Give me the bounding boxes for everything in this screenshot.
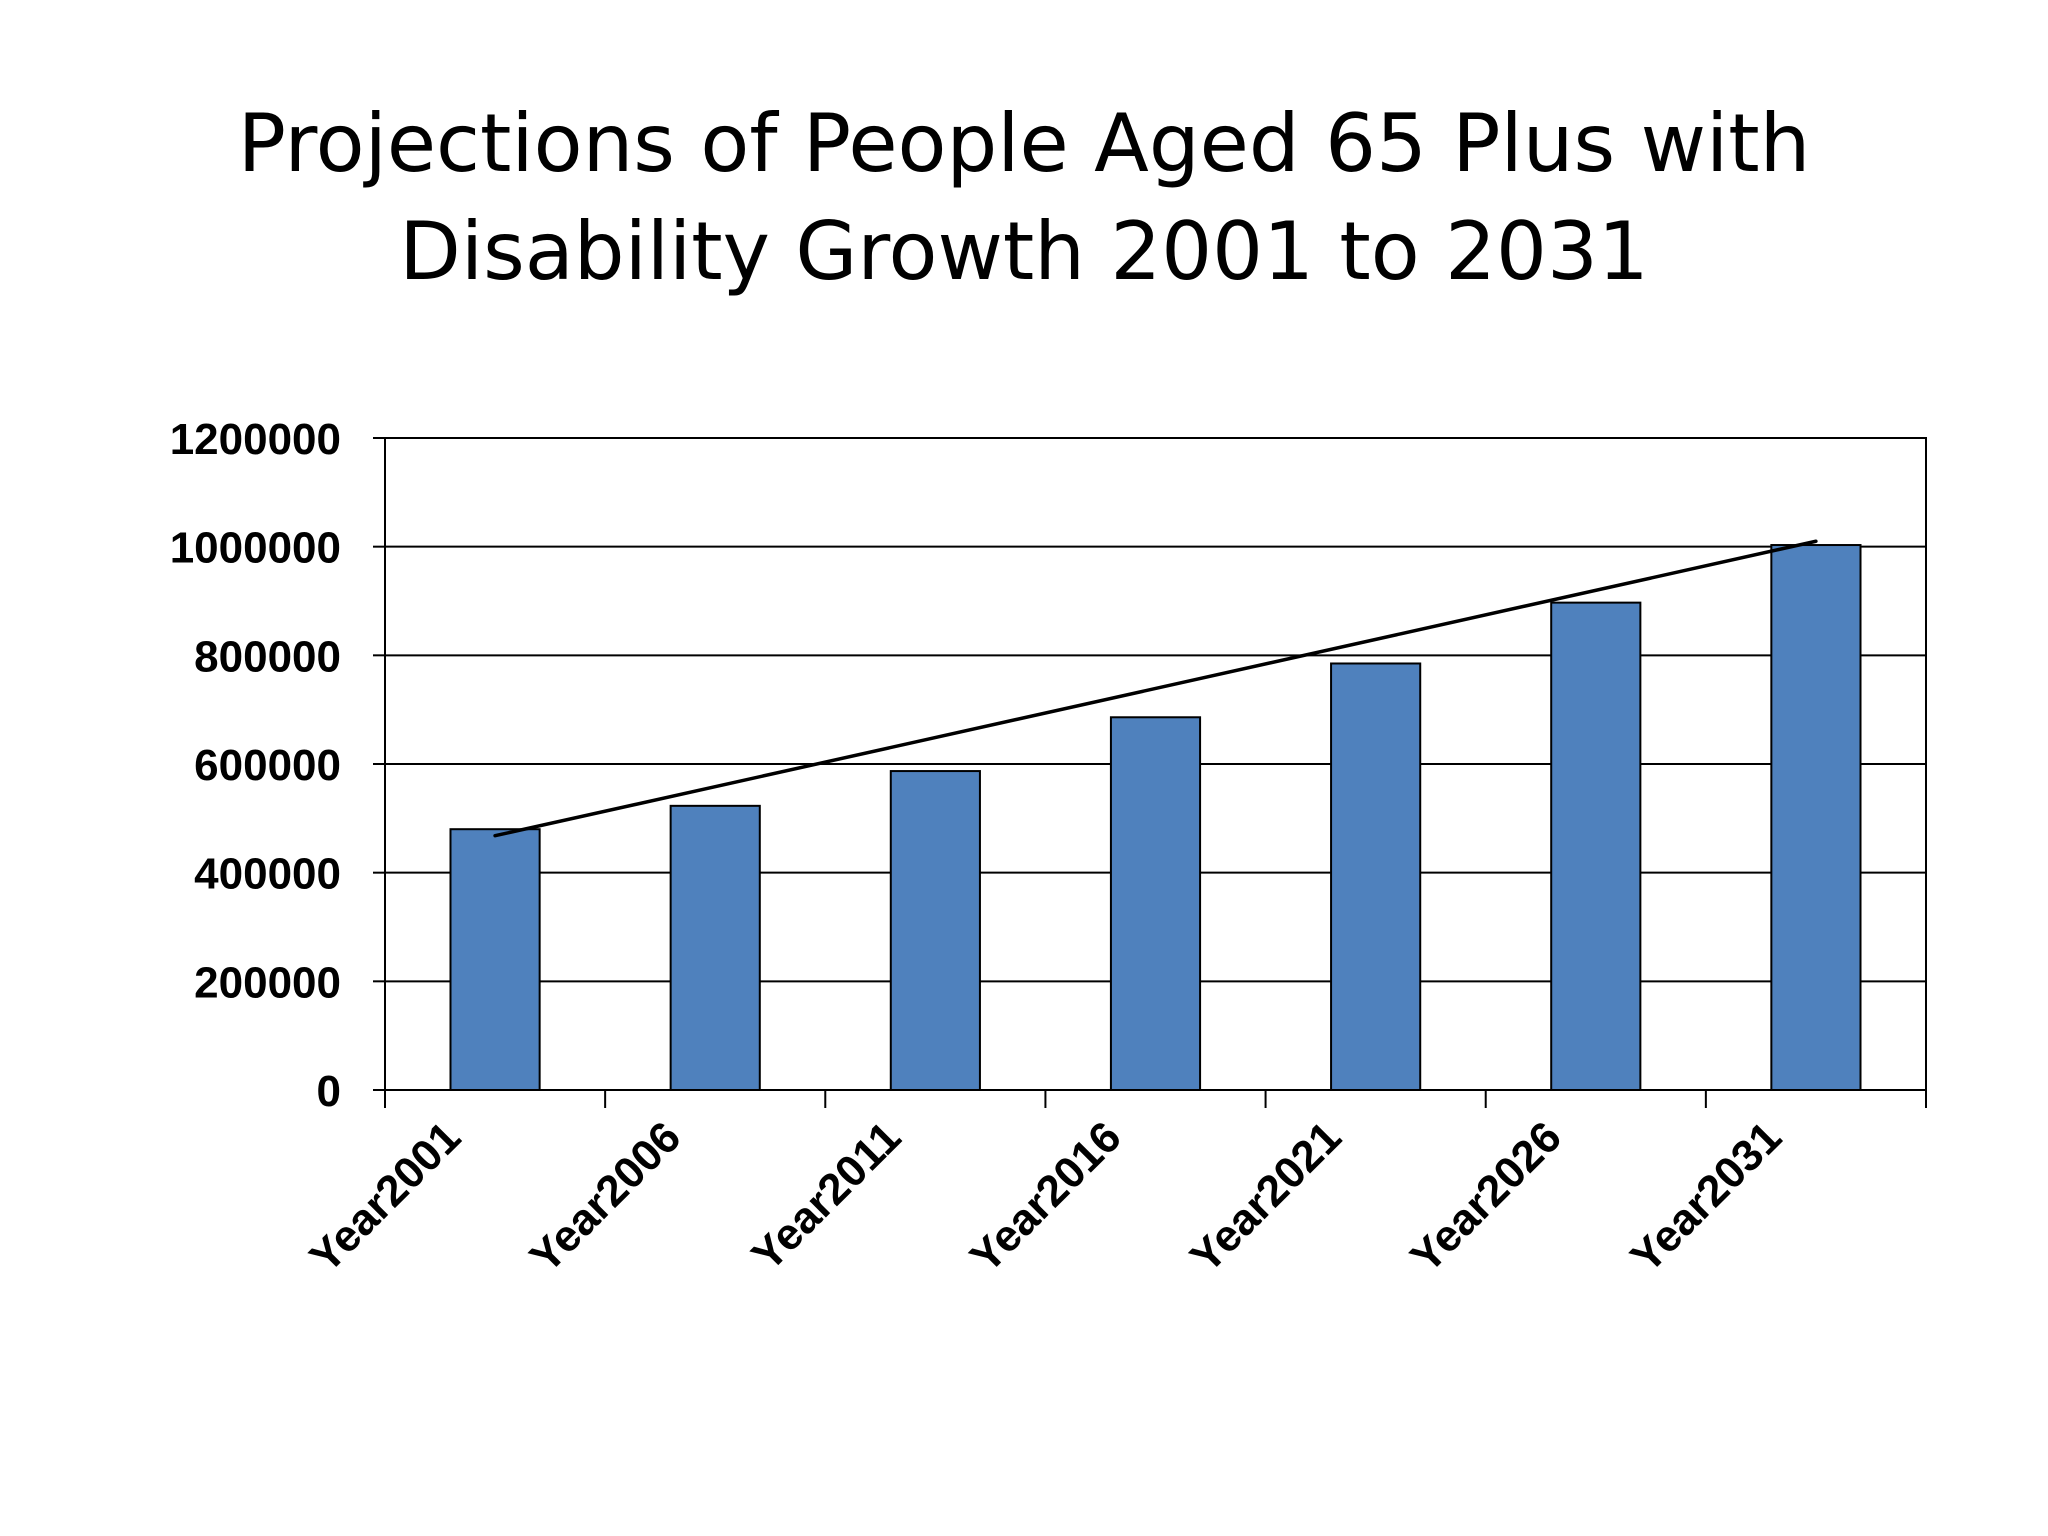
x-tick-label: Year2021 [1181, 1112, 1351, 1282]
y-tick-label: 200000 [194, 958, 341, 1007]
bar-year2006 [669, 804, 761, 1091]
x-tick-labels: Year2001 Year2006 Year2011 Year2016 Year2021… [301, 1112, 1791, 1282]
y-tick-label: 800000 [194, 632, 341, 681]
x-tick-label: Year2031 [1621, 1112, 1791, 1282]
chart-title: Projections of People Aged 65 Plus with … [0, 90, 2048, 306]
x-tick-label: Year2001 [301, 1112, 471, 1282]
bar-year2021 [1330, 662, 1422, 1091]
x-tick-label: Year2006 [521, 1112, 691, 1282]
x-tick-label: Year2011 [743, 1112, 911, 1280]
y-tick-label: 600000 [194, 741, 341, 790]
bar-year2031 [1770, 544, 1862, 1091]
bar-year2011 [889, 770, 981, 1092]
chart-title-line-2: Disability Growth 2001 to 2031 [399, 205, 1649, 298]
bar-year2026 [1550, 601, 1642, 1091]
trendline-layer [493, 539, 1818, 838]
bar-year2016 [1109, 716, 1202, 1091]
bar-year2001 [449, 828, 541, 1091]
chart-title-line-1: Projections of People Aged 65 Plus with [237, 97, 1811, 190]
x-tick-label: Year2016 [961, 1112, 1131, 1282]
plot-area-border [384, 437, 1927, 1091]
y-tick-label: 1000000 [170, 524, 341, 573]
y-tick-label: 400000 [194, 850, 341, 899]
bars [449, 544, 1862, 1092]
x-tick-label: Year2026 [1401, 1112, 1571, 1282]
axes [373, 437, 1927, 1108]
y-tick-labels: 0 200000 400000 600000 800000 1000000 1200000 [170, 415, 341, 1116]
y-tick-label: 0 [317, 1067, 341, 1116]
y-tick-label: 1200000 [170, 415, 341, 464]
trendline [493, 539, 1818, 838]
